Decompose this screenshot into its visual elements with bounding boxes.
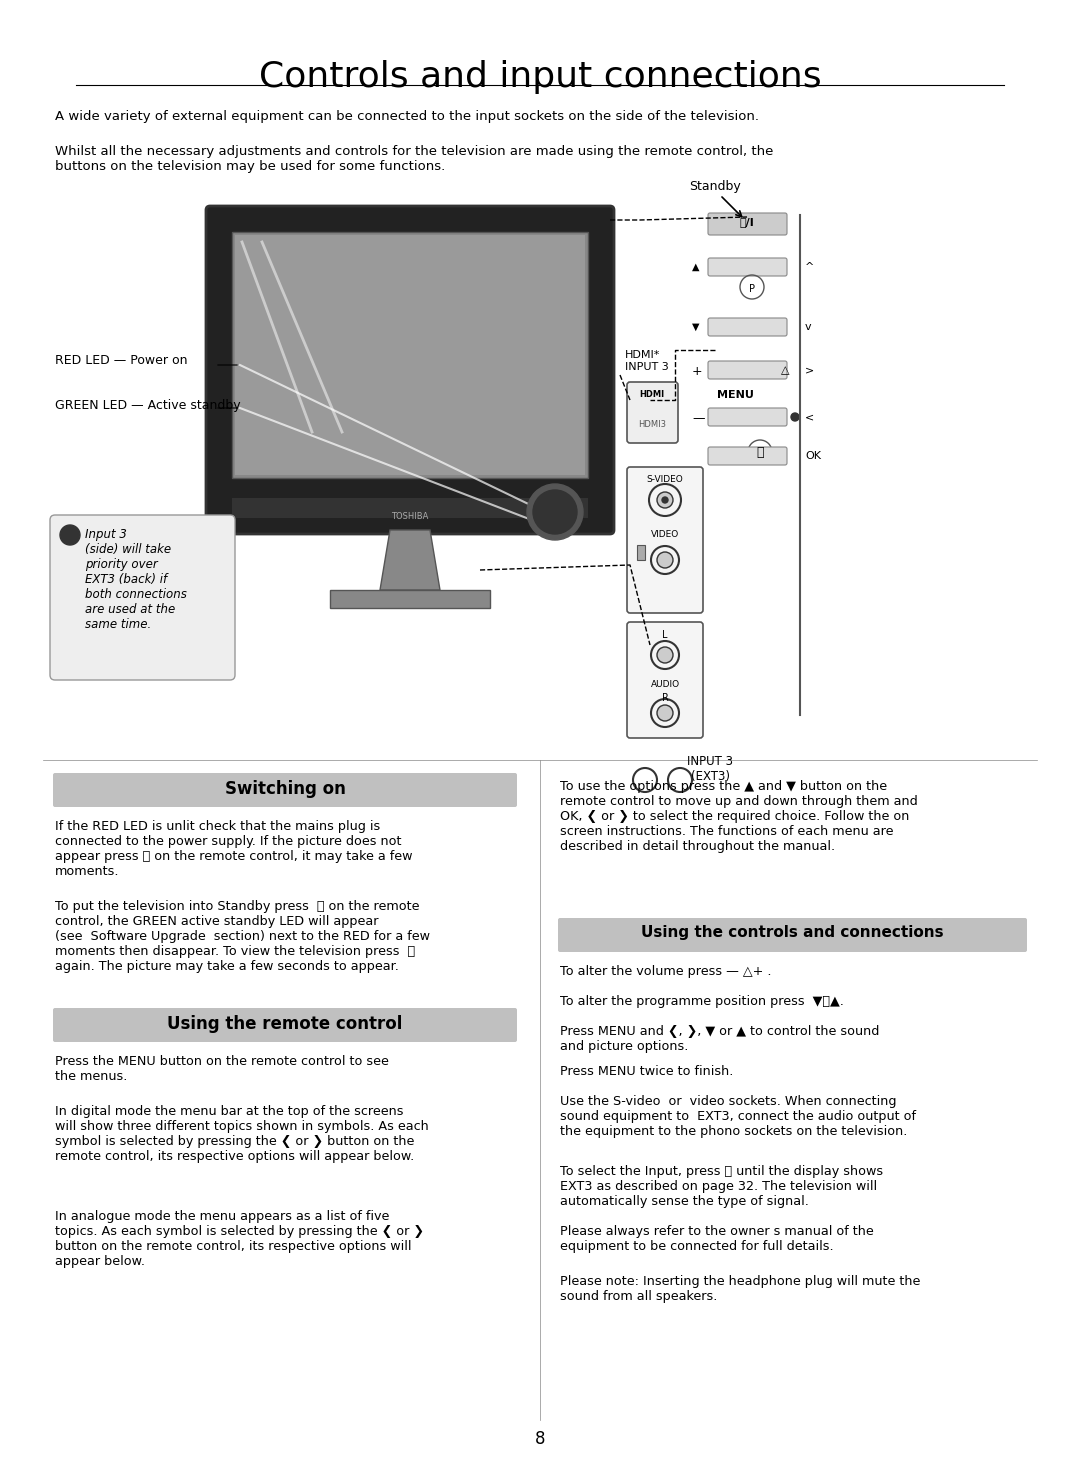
Text: In analogue mode the menu appears as a list of five
topics. As each symbol is se: In analogue mode the menu appears as a l… [55, 1209, 424, 1268]
Text: Press the MENU button on the remote control to see
the menus.: Press the MENU button on the remote cont… [55, 1055, 389, 1083]
Bar [637, 545, 645, 560]
FancyBboxPatch shape [558, 918, 1027, 952]
FancyBboxPatch shape [708, 318, 787, 336]
Text: +: + [692, 365, 703, 379]
Text: If the RED LED is unlit check that the mains plug is
connected to the power supp: If the RED LED is unlit check that the m… [55, 820, 413, 878]
FancyBboxPatch shape [206, 206, 615, 535]
FancyBboxPatch shape [708, 408, 787, 426]
Text: To use the options press the ▲ and ▼ button on the
remote control to move up and: To use the options press the ▲ and ▼ but… [561, 781, 918, 853]
Circle shape [527, 485, 583, 541]
FancyBboxPatch shape [627, 622, 703, 738]
Circle shape [657, 647, 673, 663]
Text: Using the controls and connections: Using the controls and connections [640, 925, 943, 940]
Text: Please always refer to the owner s manual of the
equipment to be connected for f: Please always refer to the owner s manua… [561, 1226, 874, 1254]
Circle shape [657, 552, 673, 569]
Text: To put the television into Standby press  Ⓘ on the remote
control, the GREEN act: To put the television into Standby press… [55, 900, 430, 974]
Text: HDMI3: HDMI3 [638, 420, 666, 429]
FancyBboxPatch shape [708, 446, 787, 465]
Text: ▲: ▲ [692, 262, 700, 273]
FancyBboxPatch shape [627, 382, 678, 443]
Text: Standby: Standby [689, 180, 741, 193]
Text: RED LED — Power on: RED LED — Power on [55, 354, 188, 367]
Circle shape [657, 706, 673, 720]
Text: P: P [750, 284, 755, 295]
Circle shape [534, 491, 577, 535]
Circle shape [662, 496, 669, 502]
Text: MENU: MENU [716, 390, 754, 401]
Text: L: L [662, 630, 667, 639]
FancyBboxPatch shape [627, 467, 703, 613]
Bar [235, 236, 585, 474]
Circle shape [657, 492, 673, 508]
Text: INPUT 3
(EXT3): INPUT 3 (EXT3) [687, 756, 733, 784]
Text: GREEN LED — Active standby: GREEN LED — Active standby [55, 399, 241, 411]
Text: AUDIO: AUDIO [650, 681, 679, 689]
Text: v: v [805, 323, 812, 331]
FancyBboxPatch shape [708, 258, 787, 275]
Text: HDMI: HDMI [639, 390, 664, 399]
Text: 8: 8 [535, 1430, 545, 1448]
Text: To select the Input, press ⮏ until the display shows
EXT3 as described on page 3: To select the Input, press ⮏ until the d… [561, 1165, 883, 1208]
Text: In digital mode the menu bar at the top of the screens
will show three different: In digital mode the menu bar at the top … [55, 1105, 429, 1164]
FancyBboxPatch shape [53, 1008, 517, 1041]
Text: S-VIDEO: S-VIDEO [647, 474, 684, 485]
Circle shape [65, 530, 75, 541]
Circle shape [60, 524, 80, 545]
Text: Press MENU twice to finish.: Press MENU twice to finish. [561, 1065, 733, 1078]
Text: HDMI*
INPUT 3: HDMI* INPUT 3 [625, 351, 669, 371]
Text: Input 3
(side) will take
priority over
EXT3 (back) if
both connections
are used : Input 3 (side) will take priority over E… [85, 527, 187, 630]
Text: To alter the programme position press  ▼Ⓙ▲.: To alter the programme position press ▼Ⓙ… [561, 994, 843, 1008]
Text: Switching on: Switching on [225, 781, 346, 798]
Text: Controls and input connections: Controls and input connections [259, 60, 821, 94]
Text: Ⓘ/I: Ⓘ/I [740, 217, 754, 227]
Text: —: — [692, 412, 704, 426]
FancyBboxPatch shape [53, 773, 517, 807]
Polygon shape [380, 530, 440, 591]
Text: ^: ^ [805, 262, 814, 273]
Text: ▼: ▼ [692, 323, 700, 331]
FancyBboxPatch shape [708, 214, 787, 236]
Bar [330, 591, 490, 608]
Text: Whilst all the necessary adjustments and controls for the television are made us: Whilst all the necessary adjustments and… [55, 144, 773, 172]
Bar [232, 498, 588, 518]
FancyBboxPatch shape [708, 361, 787, 379]
Text: A wide variety of external equipment can be connected to the input sockets on th: A wide variety of external equipment can… [55, 110, 759, 124]
Text: <: < [805, 412, 814, 421]
Text: Using the remote control: Using the remote control [167, 1015, 403, 1033]
Text: R: R [662, 692, 669, 703]
Text: Please note: Inserting the headphone plug will mute the
sound from all speakers.: Please note: Inserting the headphone plu… [561, 1276, 920, 1304]
Text: OK: OK [805, 451, 821, 461]
Text: VIDEO: VIDEO [651, 530, 679, 539]
Text: Press MENU and ❮, ❯, ▼ or ▲ to control the sound
and picture options.: Press MENU and ❮, ❯, ▼ or ▲ to control t… [561, 1025, 879, 1053]
Text: Use the S-video  or  video sockets. When connecting
sound equipment to  EXT3, co: Use the S-video or video sockets. When c… [561, 1094, 916, 1139]
Text: TOSHIBA: TOSHIBA [391, 513, 429, 521]
FancyBboxPatch shape [50, 516, 235, 681]
Text: To alter the volume press — △+ .: To alter the volume press — △+ . [561, 965, 771, 978]
Bar [232, 233, 588, 479]
Circle shape [791, 412, 799, 421]
Text: △: △ [781, 365, 789, 376]
Text: ⮏: ⮏ [756, 446, 764, 460]
Text: >: > [805, 365, 814, 376]
